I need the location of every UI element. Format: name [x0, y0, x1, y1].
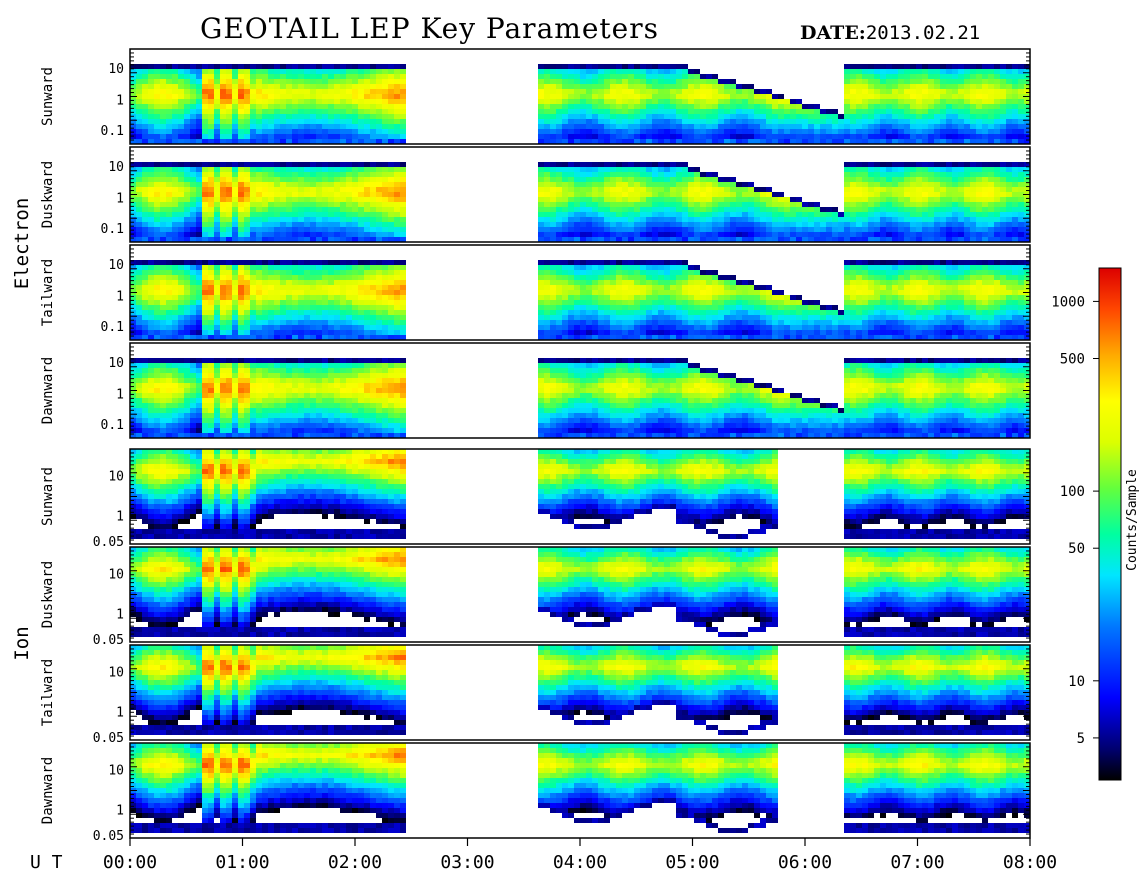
electron-tailward-label: Tailward: [40, 259, 56, 326]
electron-duskward-label: Duskward: [40, 161, 56, 228]
colorbar-tick-label: 10: [1068, 674, 1085, 690]
colorbar-gradient: [1098, 267, 1122, 781]
ion-sunward-label: Sunward: [40, 467, 56, 526]
date-value: 2013.02.21: [865, 22, 981, 44]
ion-group-label: Ion: [11, 626, 33, 660]
ion-sunward-spectrogram: [130, 449, 1030, 539]
y-tick-label: 0.05: [93, 633, 124, 648]
colorbar-tick-label: 50: [1068, 541, 1085, 557]
ion-sunward-panel: 10 1 0.05: [93, 448, 1031, 550]
electron-tailward-panel: 10 1 0.1: [101, 244, 1031, 341]
colorbar-tick-label: 1000: [1051, 294, 1085, 310]
date-label: DATE:: [800, 22, 866, 44]
y-tick-label: 10: [108, 356, 124, 371]
y-tick-label: 10: [108, 258, 124, 273]
x-axis-label: U T: [30, 852, 63, 873]
date-readout: DATE:2013.02.21: [800, 22, 980, 44]
y-tick-label: 1: [116, 289, 124, 304]
electron-group-label: Electron: [11, 198, 33, 290]
y-tick-label: 10: [108, 160, 124, 175]
x-tick-label: 07:00: [890, 852, 944, 873]
electron-sunward-panel: 10 1 0.1: [101, 48, 1031, 145]
ion-duskward-label: Duskward: [40, 561, 56, 628]
electron-duskward-panel: 10 1 0.1: [101, 146, 1031, 243]
colorbar-tick-label: 5: [1077, 731, 1085, 747]
x-tick-label: 03:00: [440, 852, 494, 873]
electron-dawnward-spectrogram: [130, 358, 1030, 438]
y-tick-label: 1: [116, 706, 124, 721]
ion-dawnward-panel: 10 1 0.05: [93, 742, 1031, 844]
electron-sunward-label: Sunward: [40, 67, 56, 126]
ion-tailward-label: Tailward: [40, 659, 56, 726]
y-tick-label: 10: [108, 666, 124, 681]
x-tick-label: 06:00: [778, 852, 832, 873]
x-tick-label: 00:00: [103, 852, 157, 873]
x-tick-label: 04:00: [553, 852, 607, 873]
x-tick-label: 01:00: [215, 852, 269, 873]
electron-dawnward-panel: 10 1 0.1: [101, 342, 1031, 439]
y-tick-label: 1: [116, 387, 124, 402]
ion-dawnward-spectrogram: [130, 743, 1030, 833]
y-tick-label: 10: [108, 568, 124, 583]
y-tick-label: 1: [116, 191, 124, 206]
y-tick-label: 1: [116, 510, 124, 525]
ion-tailward-spectrogram: [130, 645, 1030, 735]
ion-tailward-panel: 10 1 0.05: [93, 644, 1031, 746]
electron-sunward-spectrogram: [130, 64, 1030, 144]
ion-dawnward-label: Dawnward: [40, 757, 56, 824]
x-tick-label: 05:00: [665, 852, 719, 873]
y-tick-label: 0.05: [93, 829, 124, 844]
y-tick-label: 0.1: [101, 418, 124, 433]
y-tick-label: 10: [108, 764, 124, 779]
x-tick-label: 08:00: [1003, 852, 1057, 873]
electron-tailward-spectrogram: [130, 260, 1030, 340]
y-tick-label: 10: [108, 62, 124, 77]
colorbar-tick-label: 100: [1060, 484, 1085, 500]
ion-duskward-spectrogram: [130, 547, 1030, 637]
colorbar-label: Counts/Sample: [1125, 469, 1140, 571]
y-tick-label: 0.05: [93, 535, 124, 550]
chart-title: GEOTAIL LEP Key Parameters: [200, 12, 659, 45]
colorbar-tick-label: 500: [1060, 352, 1085, 368]
y-tick-label: 1: [116, 93, 124, 108]
y-tick-label: 1: [116, 804, 124, 819]
electron-dawnward-label: Dawnward: [40, 357, 56, 424]
x-tick-label: 02:00: [328, 852, 382, 873]
y-tick-label: 10: [108, 470, 124, 485]
y-tick-label: 0.1: [101, 124, 124, 139]
y-tick-label: 0.1: [101, 320, 124, 335]
y-tick-label: 0.05: [93, 731, 124, 746]
y-tick-label: 0.1: [101, 222, 124, 237]
electron-duskward-spectrogram: [130, 162, 1030, 242]
ion-duskward-panel: 10 1 0.05: [93, 546, 1031, 648]
y-tick-label: 1: [116, 608, 124, 623]
